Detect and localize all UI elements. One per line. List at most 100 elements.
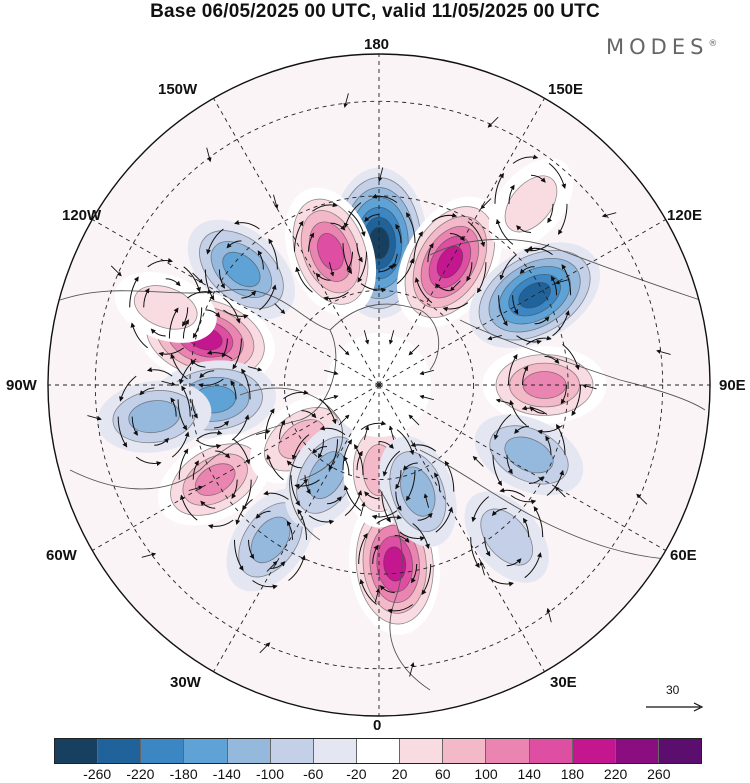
meridian-line	[378, 384, 666, 551]
wind-arrow	[274, 303, 286, 315]
wind-arrow	[346, 251, 353, 271]
colorbar-tick-label: 220	[603, 766, 628, 782]
wind-arrow	[218, 269, 226, 289]
lon-label-120e: 120E	[667, 207, 703, 224]
wind-arrow	[343, 93, 349, 108]
wind-arrow	[259, 284, 277, 311]
colorbar-cell	[615, 739, 659, 763]
wind-arrow	[444, 460, 455, 492]
wind-arrow	[506, 454, 513, 475]
wind-arrow	[533, 506, 544, 538]
colorbar-tick-label: 260	[647, 766, 671, 782]
anomaly-field	[97, 158, 607, 635]
wind-arrow	[408, 414, 420, 426]
wind-arrow	[195, 439, 222, 449]
wind-arrow	[529, 406, 545, 415]
wind-arrow	[388, 425, 395, 440]
colorbar-cell	[400, 739, 444, 763]
wind-arrow	[110, 265, 122, 277]
wind-arrow	[435, 283, 450, 292]
anomaly-high-160w	[284, 187, 377, 316]
wind-arrow	[135, 456, 162, 467]
reference-arrow-icon	[646, 702, 704, 712]
wind-arrow	[178, 358, 197, 385]
wind-arrow	[512, 295, 519, 315]
wind-arrow	[552, 310, 570, 337]
anomaly-low-82w	[97, 380, 212, 453]
wind-arrow	[297, 508, 307, 540]
wind-arrow	[571, 384, 581, 416]
wind-arrow	[519, 266, 535, 275]
wind-arrow	[356, 243, 363, 263]
wind-arrow	[499, 254, 517, 281]
colorbar-tick-label: -220	[126, 766, 155, 782]
wind-arrow	[286, 460, 302, 469]
wind-arrow	[181, 307, 189, 327]
wind-arrow	[270, 561, 286, 570]
wind-arrow	[241, 290, 257, 299]
wind-arrow	[223, 297, 241, 324]
meridian-line	[378, 98, 545, 386]
wind-arrow	[139, 387, 155, 396]
wind-arrow	[192, 307, 203, 339]
wind-arrow	[221, 338, 228, 358]
wind-arrow	[187, 289, 213, 299]
reference-vector-label: 30	[666, 683, 680, 697]
wind-arrow	[526, 335, 552, 345]
brand-text: MODES	[606, 35, 709, 59]
colorbar-tick-label: 60	[435, 766, 451, 782]
wind-arrow	[371, 510, 398, 520]
colorbar-cell	[529, 739, 573, 763]
wind-arrow	[371, 193, 398, 204]
wind-arrow	[514, 425, 530, 434]
wind-arrow	[417, 512, 433, 521]
wind-arrow	[396, 429, 415, 456]
wind-arrow	[231, 479, 238, 499]
colorbar-cell	[486, 739, 530, 763]
wind-arrow	[252, 580, 278, 590]
wind-arrow	[304, 475, 311, 495]
colorbar-tick-label: -140	[212, 766, 241, 782]
wind-arrow	[423, 493, 430, 508]
wind-arrow	[188, 485, 204, 491]
wind-arrow	[256, 429, 271, 436]
wind-arrow	[353, 444, 364, 476]
wind-arrow	[146, 367, 173, 377]
wind-arrow	[199, 370, 215, 379]
wind-arrow	[408, 344, 420, 356]
wind-arrow	[158, 347, 184, 357]
wind-arrow	[131, 416, 138, 436]
wind-arrow	[434, 472, 441, 492]
wind-arrow	[405, 470, 416, 502]
wind-arrow	[410, 442, 437, 452]
wind-arrow	[360, 501, 366, 517]
lon-label-150w: 150W	[158, 81, 198, 98]
wind-arrow	[399, 531, 426, 542]
wind-arrow	[656, 349, 671, 355]
wind-arrow	[374, 588, 381, 603]
meridian-line	[213, 384, 380, 672]
wind-arrow	[360, 420, 387, 431]
wind-arrow	[147, 257, 173, 268]
wind-arrow	[226, 240, 242, 249]
wind-arrow	[372, 544, 379, 565]
wind-arrow	[324, 369, 339, 376]
wind-arrow	[470, 537, 480, 569]
wind-arrow	[414, 277, 433, 304]
meridian-line	[378, 384, 545, 672]
wind-arrow	[495, 218, 514, 245]
latitude-circle	[283, 289, 475, 481]
wind-arrow	[449, 280, 461, 292]
wind-arrow	[206, 147, 212, 163]
polar-map	[47, 53, 711, 717]
wind-arrow	[117, 416, 128, 448]
wind-arrow	[487, 116, 499, 128]
wind-arrow	[178, 448, 189, 480]
wind-arrow	[395, 223, 402, 244]
wind-arrow	[181, 385, 191, 417]
wind-arrow	[363, 425, 370, 440]
colorbar-tick-label: -60	[303, 766, 324, 782]
lon-label-60e: 60E	[670, 547, 697, 564]
wind-arrow	[343, 485, 362, 512]
wind-arrow	[179, 494, 198, 521]
